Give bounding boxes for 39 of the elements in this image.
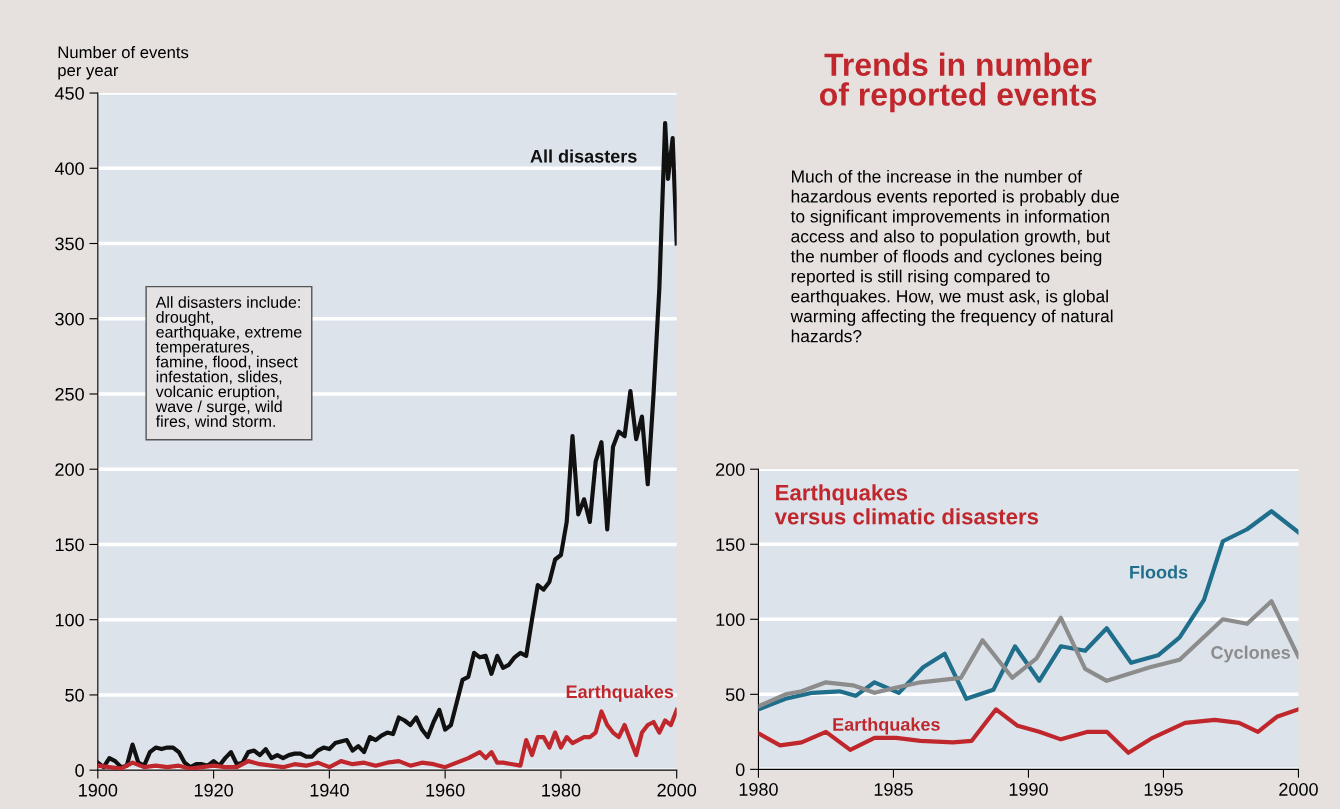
y-tick-label: 0 xyxy=(735,763,745,777)
x-tick-label: 1990 xyxy=(1009,783,1048,796)
x-tick-label: 1980 xyxy=(739,783,778,796)
series-label: Floods xyxy=(1130,565,1188,579)
text: All disasters include: drought, earthquake, extreme temperatures, famine, flood, insect infestation, slides, volcanic eruption, wave / surge, wild fires, wind storm. xyxy=(155,296,302,429)
text: Much of the increase in the number of hazardous events reported is probably due to significant improvements in information access and also to population growth, but the number of floods and cyclones being reported is still rising compared to earthquakes. How, we must ask, is global warming affecting the frequency of natural hazards? xyxy=(790,169,1119,343)
x-tick-label: 1995 xyxy=(1144,783,1183,796)
series-label: Earthquakes xyxy=(833,717,940,735)
x-tick-label: 1985 xyxy=(874,783,913,796)
y-axis-title: Number of events per year xyxy=(58,46,189,80)
line-series xyxy=(758,509,1299,712)
line-series xyxy=(758,599,1299,709)
x-tick-label: 1920 xyxy=(194,783,233,797)
y-tick-label: 50 xyxy=(65,688,84,702)
y-tick-label: 200 xyxy=(55,463,84,476)
y-tick-label: 100 xyxy=(716,613,745,627)
x-tick-label: 2000 xyxy=(657,783,697,797)
y-tick-label: 0 xyxy=(75,764,84,777)
annotation: Earthquakes versus climatic disasters xyxy=(774,484,1039,525)
y-tick-label: 200 xyxy=(716,463,745,476)
series-label: Cyclones xyxy=(1211,645,1291,663)
series-label: Earthquakes xyxy=(566,684,674,702)
y-tick-label: 100 xyxy=(55,613,84,627)
x-tick-label: 1900 xyxy=(79,783,118,797)
line-series xyxy=(758,707,1299,755)
y-tick-label: 450 xyxy=(54,86,84,100)
chart-title: Trends in number of reported events xyxy=(820,52,1097,113)
y-tick-label: 350 xyxy=(55,237,84,251)
y-tick-label: 300 xyxy=(55,312,84,326)
series-label: All disasters xyxy=(530,149,637,163)
x-tick-label: 1940 xyxy=(310,783,349,797)
y-tick-label: 250 xyxy=(55,387,84,401)
y-tick-label: 400 xyxy=(54,162,84,175)
x-tick-label: 2000 xyxy=(1279,783,1318,796)
x-tick-label: 1980 xyxy=(542,783,581,797)
y-tick-label: 50 xyxy=(725,688,745,702)
y-tick-label: 150 xyxy=(716,538,745,551)
x-tick-label: 1960 xyxy=(426,783,465,797)
y-tick-label: 150 xyxy=(55,538,84,552)
